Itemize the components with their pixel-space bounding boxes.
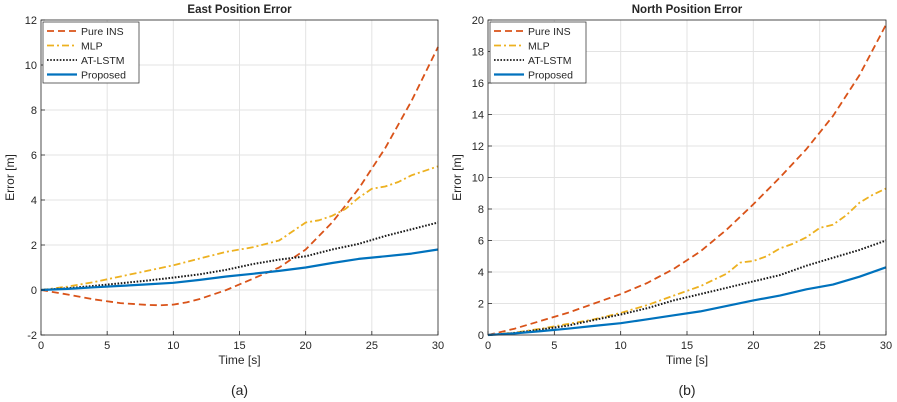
y-tick-label: 0 <box>31 285 37 297</box>
legend-label: MLP <box>528 41 550 53</box>
y-tick-label: 6 <box>478 236 484 248</box>
series-line-pure-ins <box>487 24 887 336</box>
y-tick-label: -2 <box>27 330 37 342</box>
legend: Pure INS MLP AT-LSTM Proposed <box>42 21 140 84</box>
y-tick-label: 8 <box>31 105 37 117</box>
legend-box <box>489 21 587 84</box>
y-tick-label: 4 <box>478 267 484 279</box>
x-axis-label: Time [s] <box>666 353 708 367</box>
x-axis-label: Time [s] <box>218 353 260 367</box>
legend-box <box>42 21 140 84</box>
y-axis-label: Error [m] <box>3 154 17 201</box>
x-tick-label: 20 <box>747 340 759 352</box>
legend-label: Proposed <box>81 70 126 82</box>
y-tick-label: 20 <box>472 15 484 27</box>
y-axis-label: Error [m] <box>450 154 464 201</box>
series-line-pure-ins <box>40 46 439 307</box>
series-line-mlp <box>487 187 887 336</box>
x-tick-label: 5 <box>104 340 110 352</box>
x-tick-label: 10 <box>615 340 627 352</box>
legend-label: Proposed <box>528 70 573 82</box>
y-tick-label: 12 <box>25 15 37 27</box>
y-tick-label: 2 <box>31 240 37 252</box>
chart-title: North Position Error <box>632 4 743 16</box>
y-tick-label: 16 <box>472 78 484 90</box>
y-tick-label: 18 <box>472 47 484 59</box>
x-tick-label: 25 <box>814 340 826 352</box>
series-line-mlp <box>40 165 439 291</box>
legend-label: MLP <box>81 41 103 53</box>
x-tick-label: 30 <box>432 340 444 352</box>
chart-title: East Position Error <box>187 4 292 16</box>
y-tick-label: 8 <box>478 204 484 216</box>
chart-north: 0 5 10 15 20 25 30 0 2 4 6 8 10 12 14 16 18 20 North Posit… <box>450 4 892 398</box>
legend-label: AT-LSTM <box>81 55 125 67</box>
legend-label: Pure INS <box>528 26 571 38</box>
legend-label: Pure INS <box>81 26 124 38</box>
figure-caption: (a) <box>231 382 248 398</box>
legend: Pure INS MLP AT-LSTM Proposed <box>489 21 587 84</box>
series-line-at-lstm <box>487 239 887 336</box>
x-tick-label: 0 <box>485 340 491 352</box>
x-tick-label: 10 <box>167 340 179 352</box>
y-tick-label: 6 <box>31 150 37 162</box>
x-tick-label: 15 <box>681 340 693 352</box>
y-tick-label: 12 <box>472 141 484 153</box>
x-tick-label: 25 <box>366 340 378 352</box>
x-tick-label: 15 <box>233 340 245 352</box>
y-tick-label: 10 <box>472 173 484 185</box>
y-tick-label: 10 <box>25 60 37 72</box>
series-line-at-lstm <box>40 221 439 291</box>
series-line-proposed <box>487 266 887 337</box>
x-tick-label: 20 <box>300 340 312 352</box>
figure-caption: (b) <box>678 382 695 398</box>
y-tick-label: 2 <box>478 299 484 311</box>
x-tick-label: 0 <box>38 340 44 352</box>
legend-label: AT-LSTM <box>528 55 572 67</box>
x-tick-label: 30 <box>880 340 892 352</box>
y-tick-label: 0 <box>478 330 484 342</box>
y-tick-label: 4 <box>31 195 37 207</box>
series-line-proposed <box>40 248 439 292</box>
x-tick-label: 5 <box>551 340 557 352</box>
y-tick-label: 14 <box>472 110 484 122</box>
